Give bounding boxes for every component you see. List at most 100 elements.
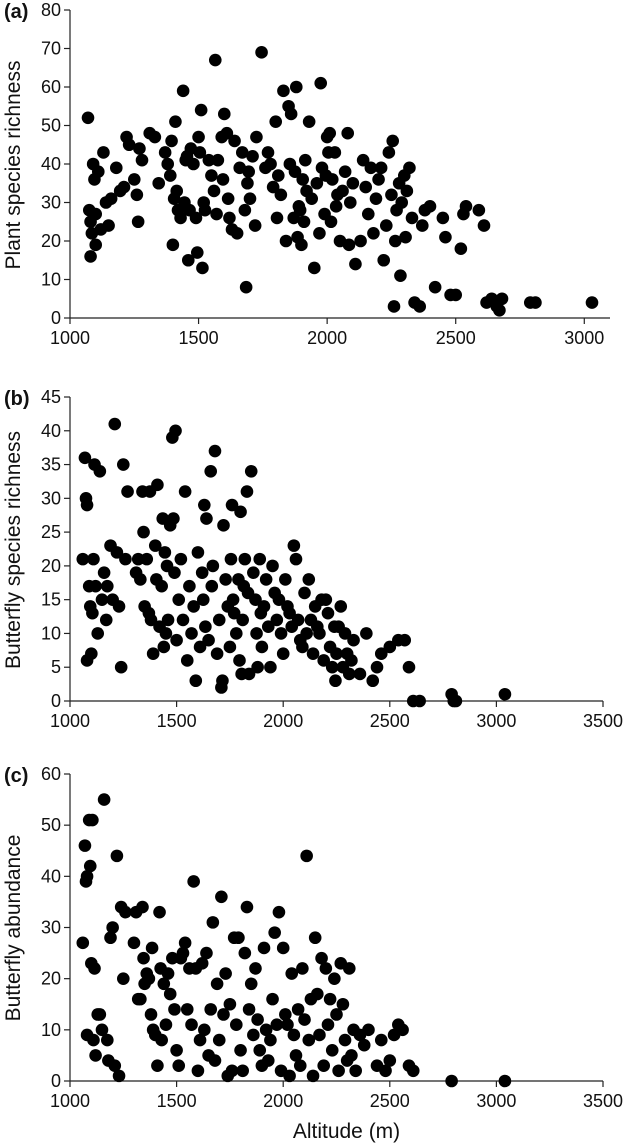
data-point [272,593,286,606]
data-point [349,1064,362,1078]
data-point [346,176,360,190]
data-point [257,600,271,613]
data-point [134,573,147,586]
data-point [127,173,141,186]
data-point [399,230,412,244]
data-point [223,997,237,1011]
data-point [174,552,188,566]
data-point [86,606,99,620]
data-point [176,946,190,960]
data-point [283,606,296,620]
data-point [146,647,160,661]
data-point [315,951,328,965]
data-point [264,1033,277,1047]
data-point [323,992,337,1006]
data-point [189,211,203,225]
data-point [161,157,175,171]
data-point [109,161,123,175]
data-point [361,207,375,221]
data-point [400,184,414,198]
panel-a-x-tick-label: 1500 [179,328,219,348]
data-point [157,640,171,654]
data-point [95,593,109,606]
data-point [142,972,156,985]
data-point [153,905,166,919]
data-point [261,620,275,633]
data-point [347,633,360,647]
data-point [264,660,277,674]
data-point [289,552,303,566]
data-point [251,660,264,674]
data-point [268,926,281,939]
panel-b-y-tick-label: 20 [41,556,61,576]
data-point [217,107,231,121]
data-point [367,227,380,240]
panel-a-y-tick-label: 50 [41,116,61,136]
data-point [342,238,356,252]
data-point [383,1054,397,1067]
data-point [288,165,302,178]
data-point [134,992,147,1006]
data-point [283,1069,296,1083]
data-point [91,165,105,178]
data-point [158,146,172,159]
panel-b-y-tick-label: 0 [51,691,61,711]
data-point [298,586,311,600]
data-point [210,977,224,991]
data-point [187,600,200,613]
data-point [345,654,358,667]
data-point [114,660,128,674]
data-point [349,257,362,271]
data-point [338,627,352,640]
panel-c-x-tick-label: 3500 [583,1091,623,1111]
data-point [225,1064,239,1078]
data-point [369,192,383,205]
data-point [250,130,263,144]
data-point [217,519,230,532]
data-point [76,552,90,566]
panel-a-points [81,46,599,317]
panel-a-y-tick-label: 40 [41,154,61,174]
data-point [374,1033,388,1047]
data-point [239,280,253,294]
data-point [272,905,286,919]
data-point [101,1033,114,1047]
data-point [78,839,92,852]
data-point [289,80,303,94]
panel-b: 0 5 10 15 20 25 30 35 40 45 1000 1500 2000 2500 3000 35… [2,387,623,731]
data-point [356,153,370,167]
data-point [270,211,284,225]
data-point [226,593,240,606]
data-point [242,165,256,178]
data-point [180,1003,194,1016]
data-point [112,1069,126,1083]
data-point [97,566,111,579]
data-point [191,546,205,559]
data-point [284,107,298,121]
data-point [395,196,409,209]
data-point [207,184,221,198]
data-point [196,261,209,275]
data-point [357,1038,371,1052]
data-point [423,200,437,213]
data-point [193,146,207,159]
data-point [253,1044,267,1057]
data-point [244,977,258,991]
data-point [208,53,222,67]
data-point [221,192,235,205]
data-point [101,579,114,593]
data-point [204,1003,218,1016]
panel-b-y-tick-label: 10 [41,623,61,643]
panel-a-label: (a) [4,1,28,23]
data-point [296,962,309,975]
data-point [86,813,99,827]
data-point [374,647,388,661]
data-point [297,215,311,229]
panel-b-y-tick-label: 25 [41,522,61,542]
data-point [306,647,320,661]
panel-c-y-tick-label: 50 [41,815,61,835]
data-point [196,593,210,606]
data-point [130,188,144,202]
data-point [247,566,260,579]
